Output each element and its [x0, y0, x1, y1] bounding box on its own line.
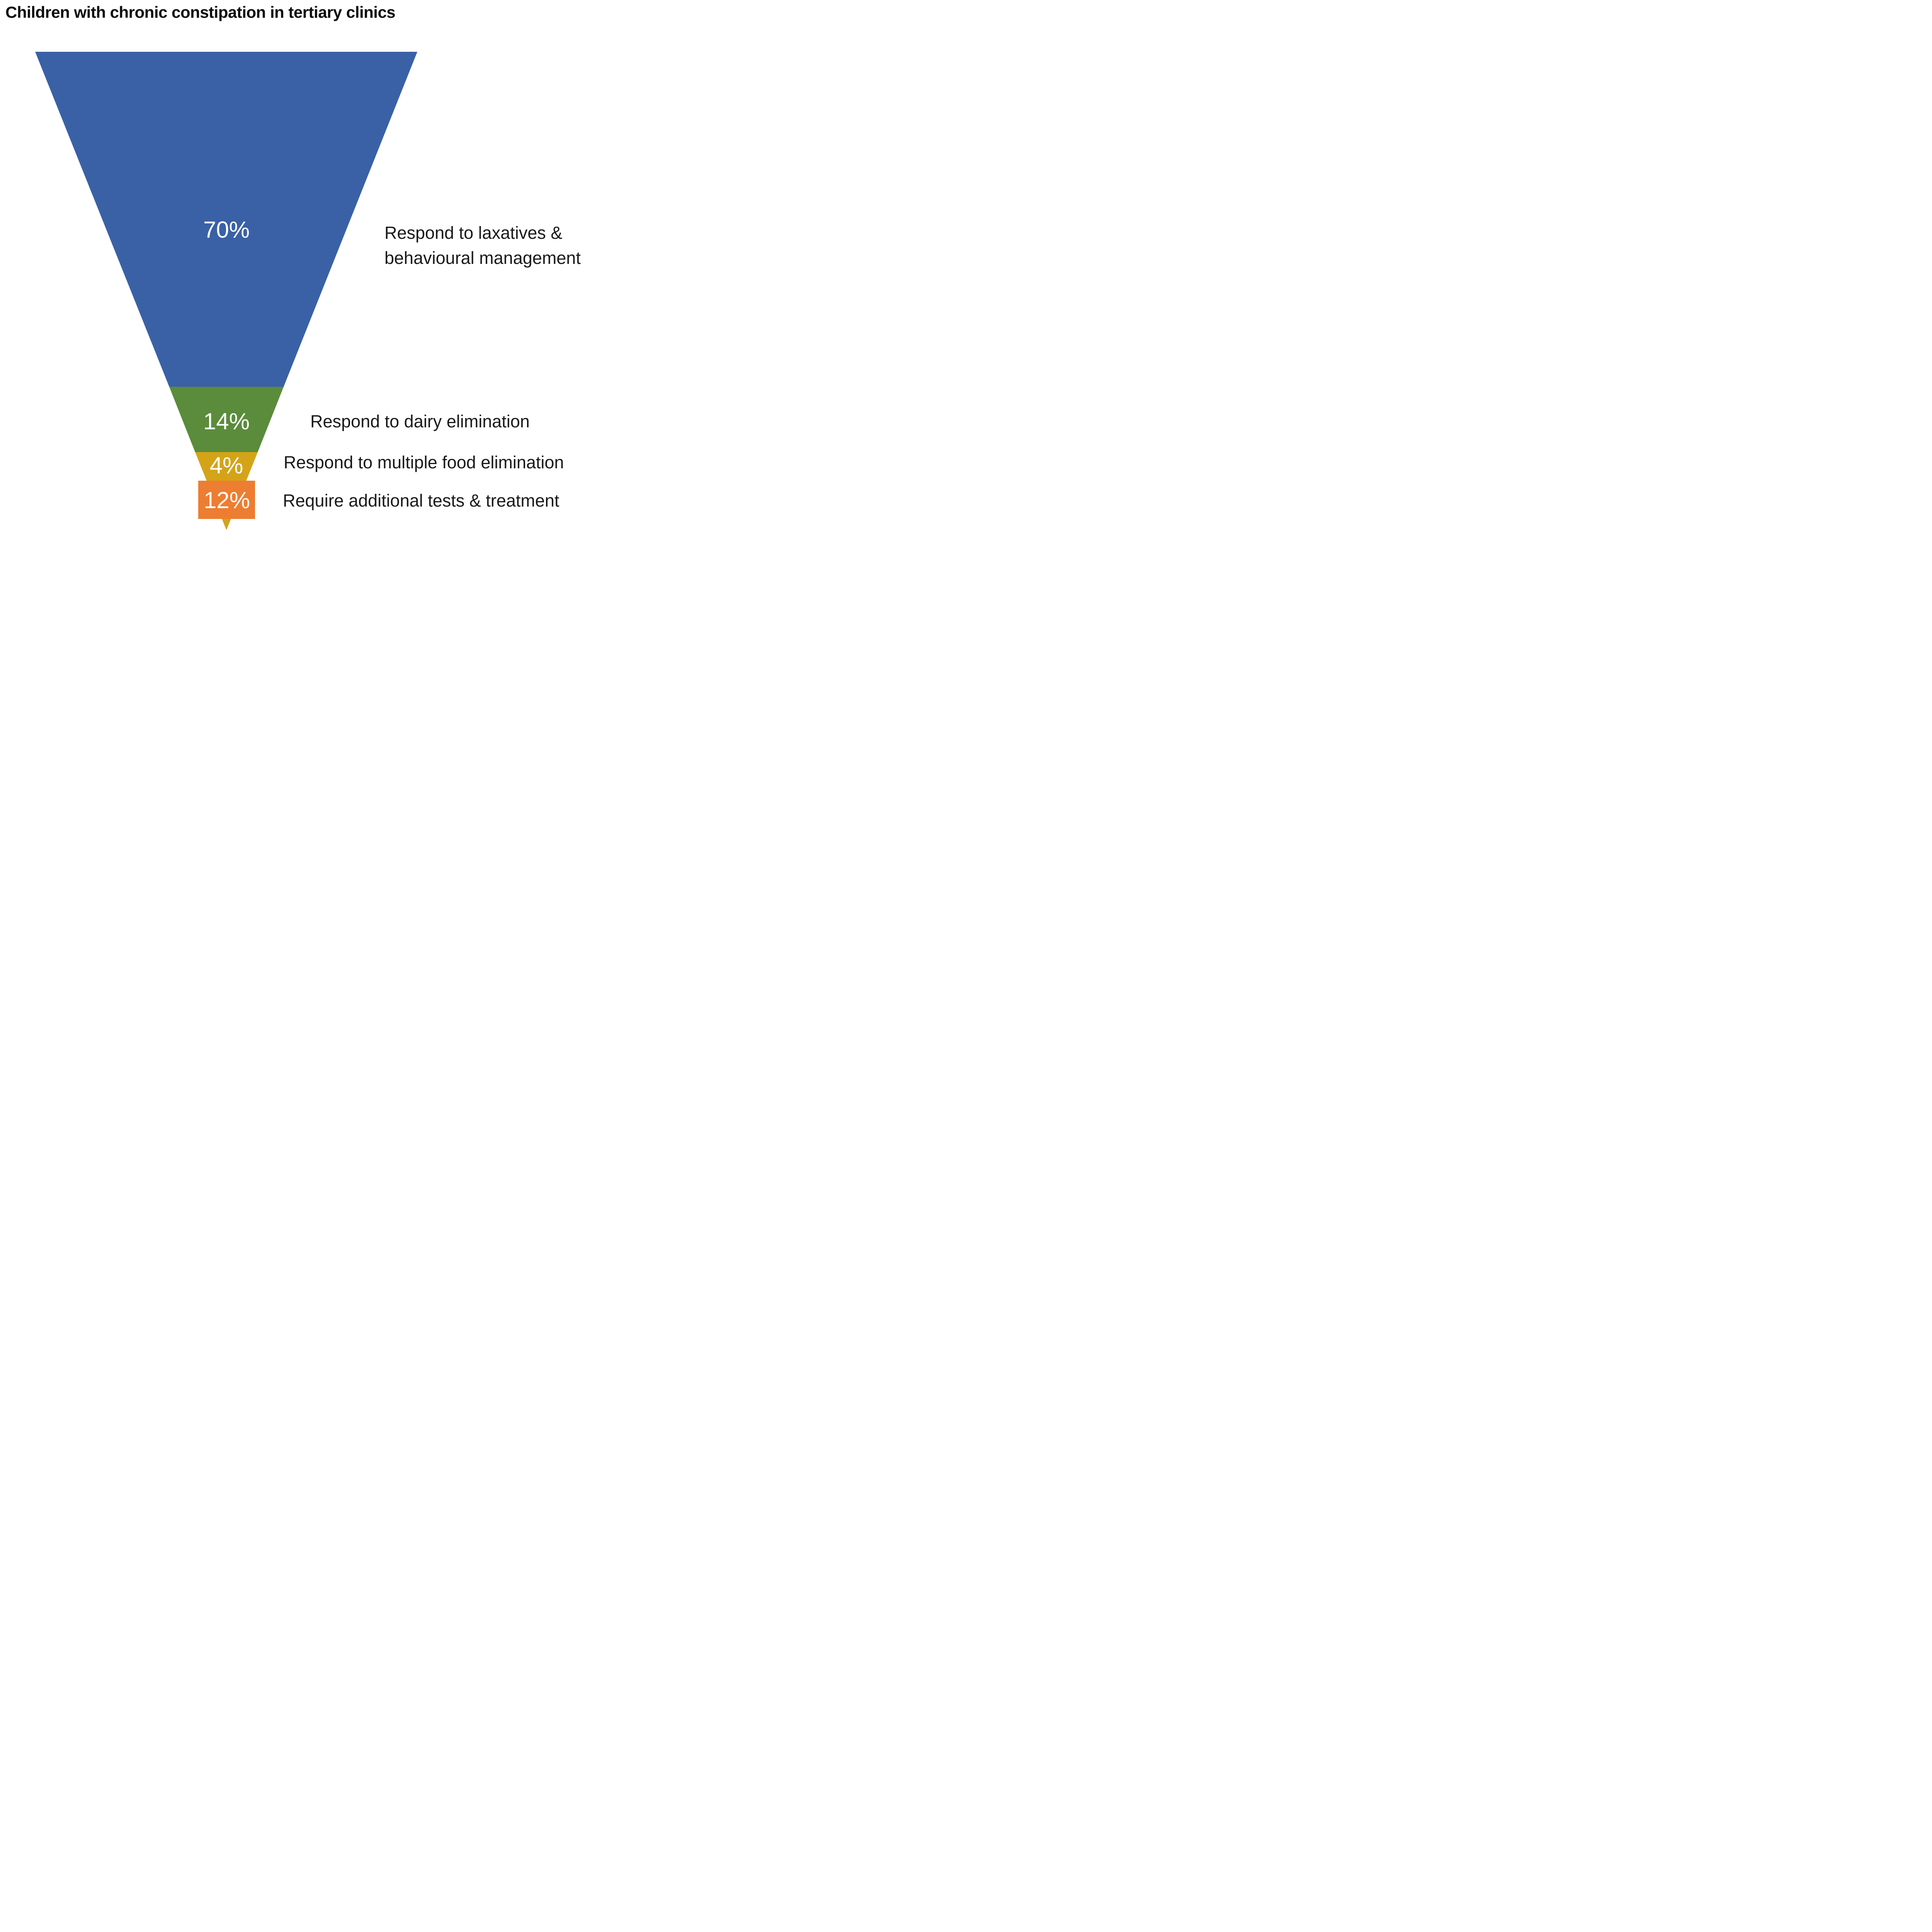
funnel-segment-laxatives [35, 52, 417, 387]
stage-label-laxatives-line2: behavioural management [384, 248, 581, 268]
funnel-segment-additional-tests [198, 481, 255, 519]
stage-value-laxatives: 70% [203, 217, 250, 243]
stage-value-food-elimination: 4% [209, 452, 243, 478]
stage-value-dairy: 14% [203, 408, 250, 434]
stage-label-additional-tests: Require additional tests & treatment [283, 491, 560, 510]
funnel-chart-page: Children with chronic constipation in te… [0, 0, 604, 532]
funnel-chart [35, 52, 417, 530]
stage-label-laxatives-line1: Respond to laxatives & [384, 223, 563, 243]
funnel-segment-dairy [169, 387, 284, 452]
stage-value-additional-tests: 12% [203, 487, 250, 513]
stage-label-laxatives: Respond to laxatives & behavioural manag… [384, 220, 581, 270]
stage-label-food-elimination: Respond to multiple food elimination [284, 452, 564, 472]
chart-title: Children with chronic constipation in te… [5, 3, 396, 21]
stage-label-dairy: Respond to dairy elimination [310, 412, 530, 431]
